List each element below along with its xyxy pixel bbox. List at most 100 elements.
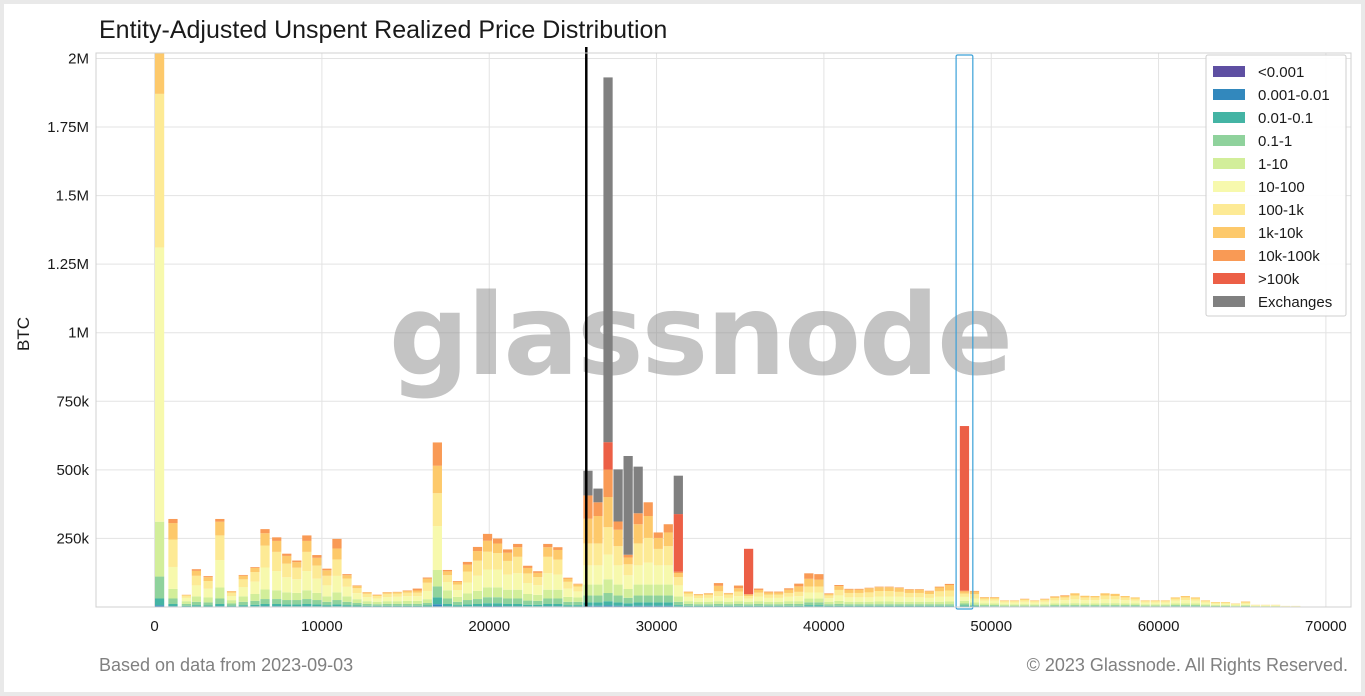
bar-segment <box>260 567 270 590</box>
bar-segment <box>633 595 643 603</box>
bar-segment <box>854 605 864 607</box>
bar-segment <box>312 555 322 558</box>
bar-segment <box>1120 603 1130 606</box>
bar-segment <box>1010 604 1020 606</box>
bar-segment <box>442 590 453 599</box>
y-tick-label: 1M <box>68 325 89 342</box>
bar-segment <box>1170 597 1180 599</box>
bar-segment <box>633 602 643 606</box>
bar-segment <box>1070 605 1080 607</box>
bar-segment <box>513 543 523 548</box>
bar-segment <box>332 575 342 593</box>
bar-segment <box>238 575 248 580</box>
bar-segment <box>1190 598 1200 601</box>
bar-segment <box>1140 604 1150 606</box>
bar-segment <box>1200 605 1211 607</box>
bar-stack <box>1170 597 1180 607</box>
bar-stack <box>292 560 302 607</box>
bar-segment <box>623 597 633 604</box>
bar-segment <box>362 605 372 607</box>
bar-stack <box>743 548 754 607</box>
bar-segment <box>884 587 894 592</box>
x-tick-label: 30000 <box>636 618 678 635</box>
bar-segment <box>442 571 453 576</box>
y-tick-label: 750k <box>56 393 89 410</box>
bar-segment <box>1090 597 1100 601</box>
bar-segment <box>513 589 523 599</box>
bar-segment <box>643 584 653 596</box>
bar-segment <box>362 603 372 606</box>
bar-stack <box>723 592 734 607</box>
bar-segment <box>215 518 225 522</box>
bar-stack <box>633 466 643 607</box>
legend-label: 0.1-1 <box>1258 133 1292 150</box>
bar-segment <box>292 604 302 607</box>
bar-segment <box>1140 600 1150 602</box>
bar-segment <box>969 602 980 605</box>
bar-stack <box>1180 596 1190 607</box>
x-tick-label: 40000 <box>803 618 845 635</box>
bar-segment <box>713 601 724 604</box>
bar-segment <box>1050 603 1060 606</box>
bar-segment <box>703 604 714 606</box>
bar-segment <box>482 603 493 607</box>
bar-stack <box>352 585 362 607</box>
bar-segment <box>673 573 683 578</box>
bar-segment <box>523 594 533 601</box>
bar-segment <box>533 585 543 595</box>
bar-segment <box>250 600 260 605</box>
bar-segment <box>432 526 442 570</box>
legend-label: Exchanges <box>1258 294 1332 311</box>
bar-segment <box>422 577 432 579</box>
bar-segment <box>312 557 322 566</box>
watermark-text: glassnode <box>389 271 1011 401</box>
legend-swatch <box>1213 89 1245 100</box>
bar-segment <box>1110 599 1120 604</box>
bar-stack <box>1110 593 1120 607</box>
bar-segment <box>969 590 980 592</box>
bar-segment <box>272 603 282 607</box>
bar-segment <box>1050 606 1060 607</box>
bar-segment <box>1130 600 1140 604</box>
bar-segment <box>563 588 573 597</box>
bar-segment <box>924 604 934 606</box>
bar-segment <box>979 606 990 607</box>
bar-stack <box>282 553 292 607</box>
bar-segment <box>693 605 704 607</box>
bar-segment <box>1130 605 1140 607</box>
bar-segment <box>472 560 483 576</box>
bar-stack <box>1000 600 1010 607</box>
bar-segment <box>332 592 342 601</box>
bar-segment <box>643 602 653 606</box>
bar-stack <box>342 574 352 607</box>
bar-segment <box>944 605 955 607</box>
bar-segment <box>1160 600 1170 602</box>
bar-segment <box>934 604 944 606</box>
bar-segment <box>250 567 260 573</box>
bar-segment <box>1210 604 1221 606</box>
bar-segment <box>663 605 673 607</box>
bar-segment <box>944 604 955 606</box>
bar-stack <box>1050 596 1060 607</box>
copyright-note: © 2023 Glassnode. All Rights Reserved. <box>1026 655 1348 675</box>
bar-segment <box>1100 599 1110 604</box>
bar-segment <box>342 575 352 579</box>
bar-segment <box>693 601 704 605</box>
bar-segment <box>693 595 704 599</box>
bar-segment <box>663 584 673 596</box>
bar-segment <box>352 585 362 587</box>
bar-segment <box>914 597 924 602</box>
bar-segment <box>844 601 854 605</box>
bar-segment <box>663 595 673 603</box>
bar-segment <box>523 567 533 574</box>
bar-segment <box>412 592 422 597</box>
bar-segment <box>382 597 392 602</box>
bar-segment <box>824 604 834 606</box>
bar-stack <box>1200 600 1211 607</box>
bar-segment <box>553 589 563 599</box>
bar-segment <box>1160 601 1170 603</box>
bar-segment <box>492 538 503 544</box>
bar-segment <box>904 589 914 593</box>
bar-segment <box>168 518 178 524</box>
bar-segment <box>432 597 442 605</box>
